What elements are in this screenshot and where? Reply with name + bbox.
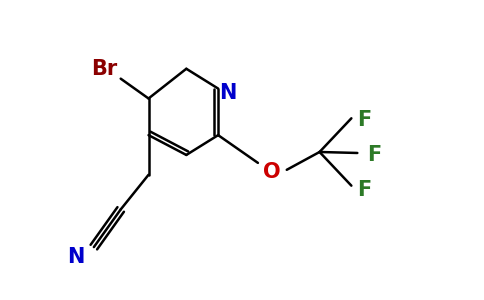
Text: N: N xyxy=(219,82,237,103)
Text: F: F xyxy=(357,110,371,130)
Text: Br: Br xyxy=(91,59,117,79)
Text: O: O xyxy=(263,162,281,182)
Text: F: F xyxy=(357,180,371,200)
Text: F: F xyxy=(367,145,381,165)
Text: N: N xyxy=(67,247,85,267)
